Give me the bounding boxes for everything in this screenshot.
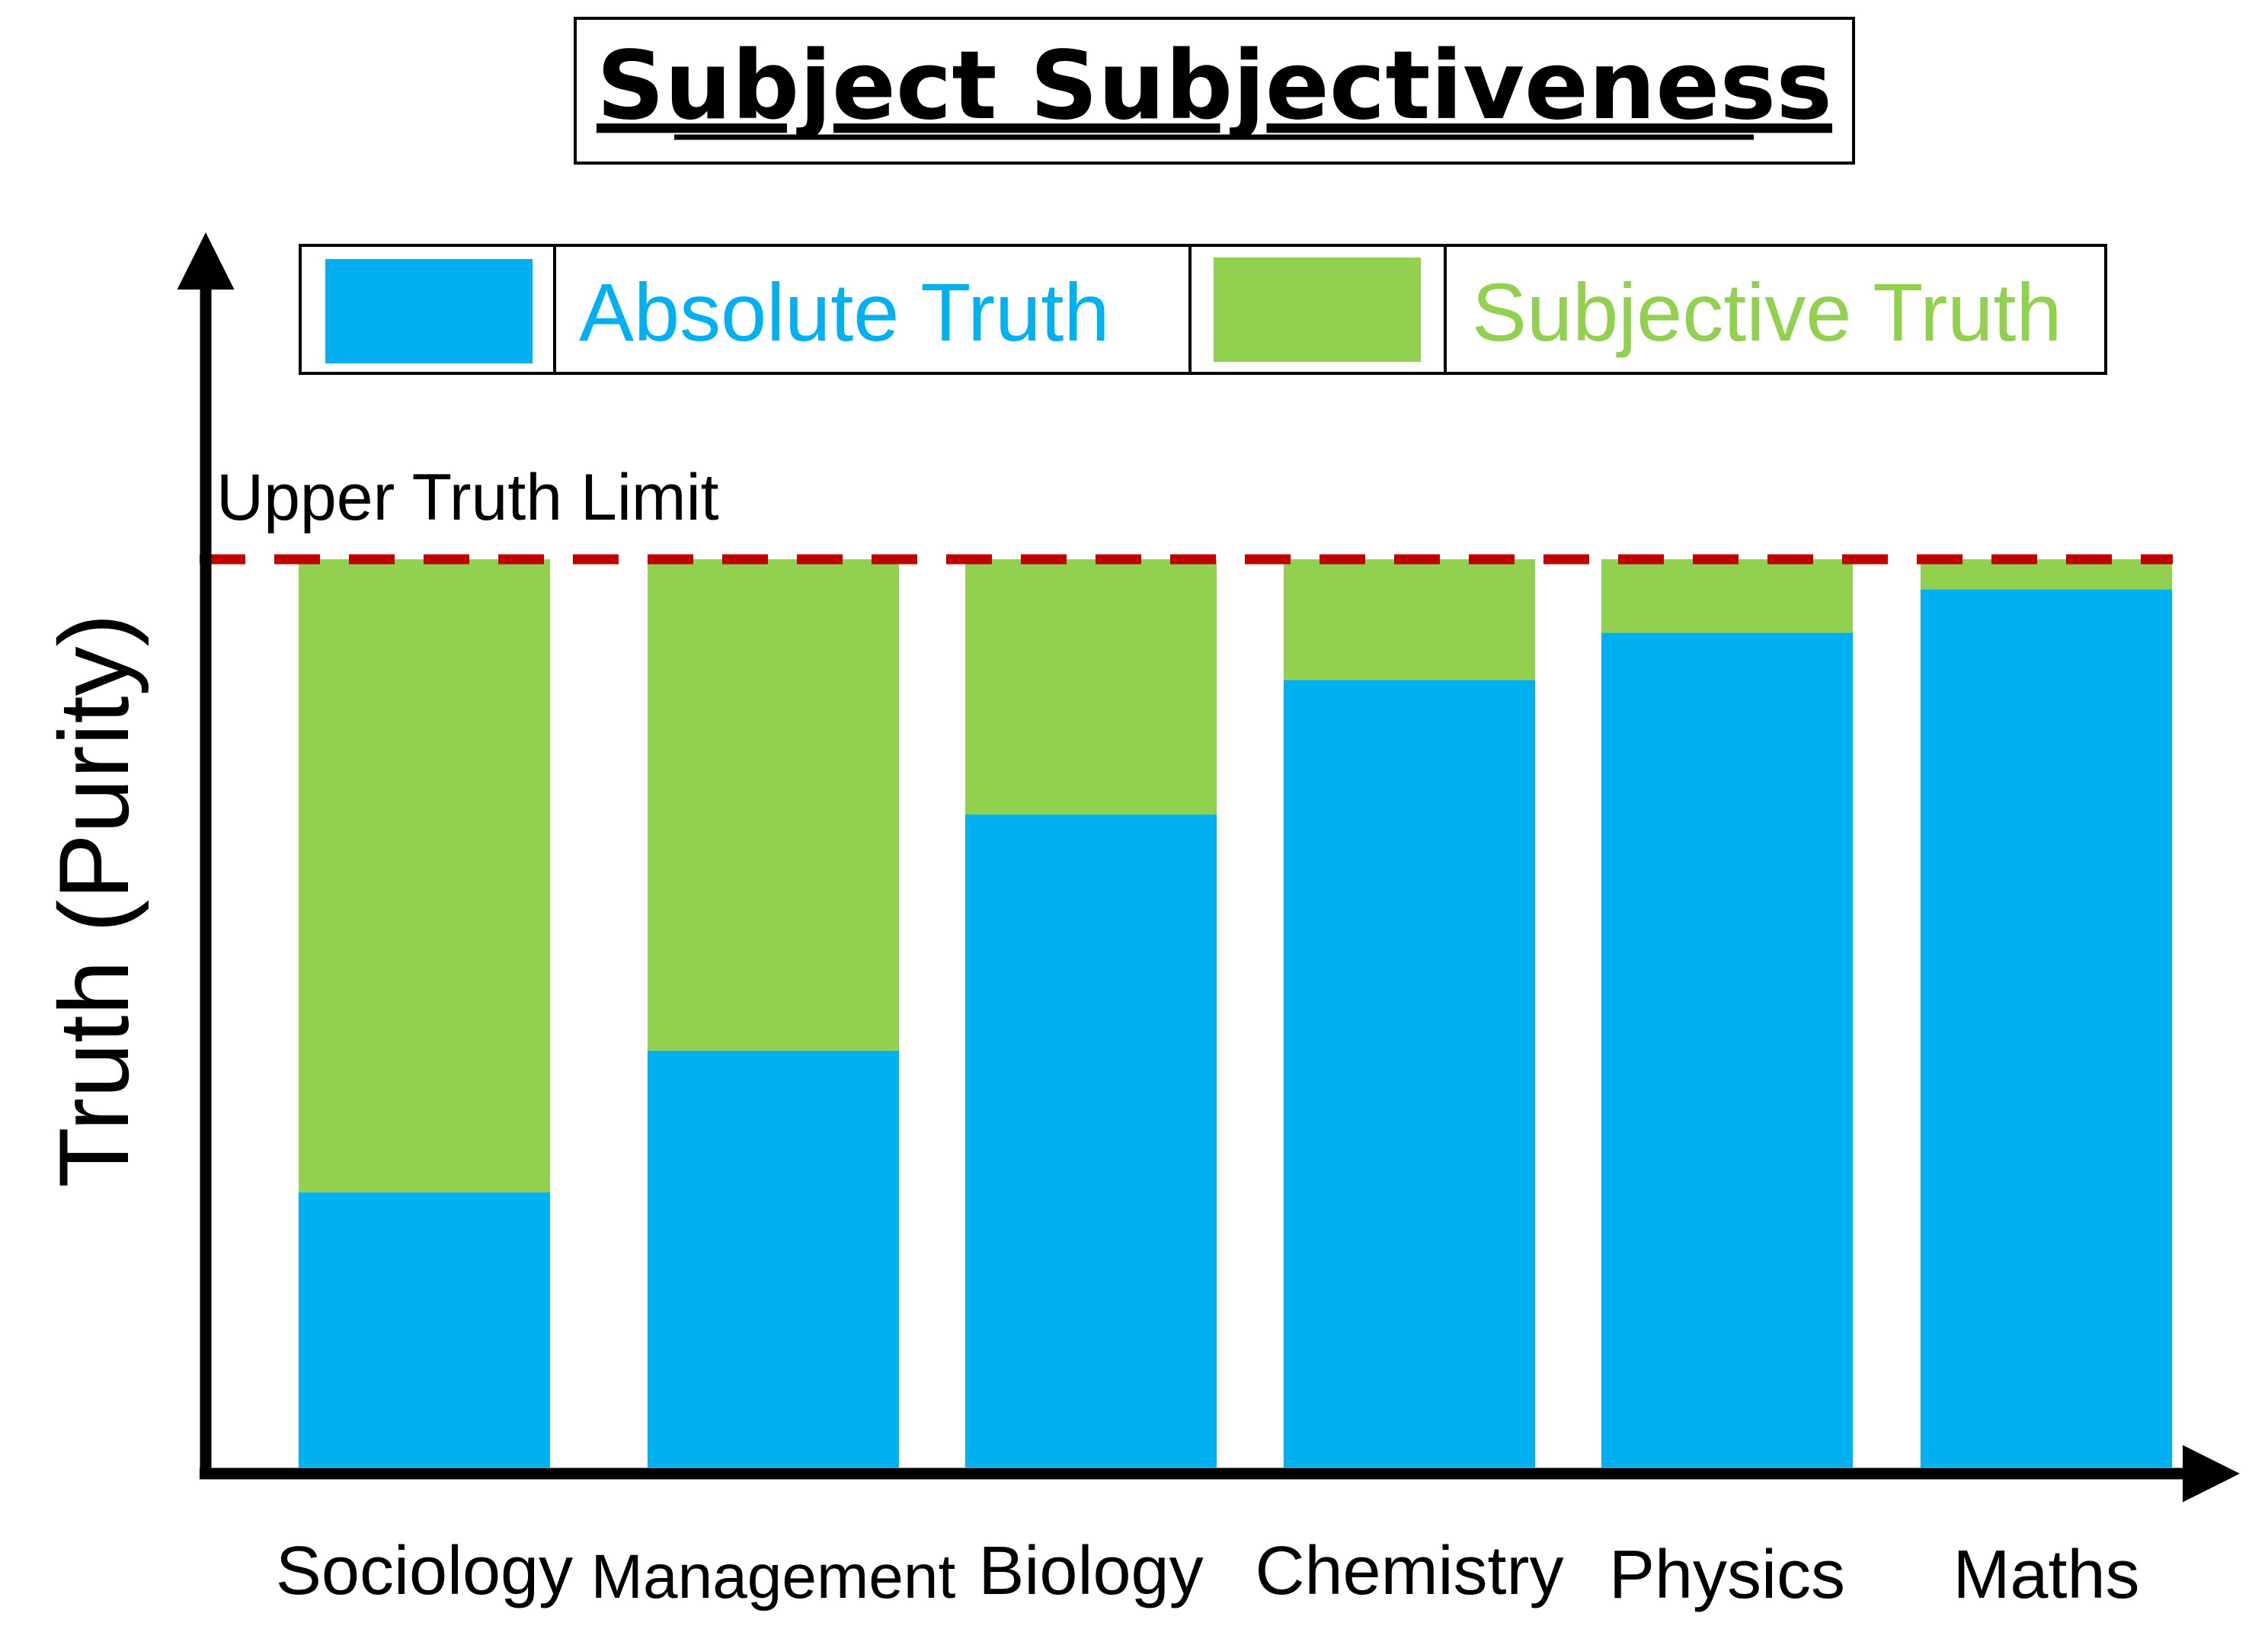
- bar-biology-subjective-truth: [965, 559, 1217, 815]
- bar-sociology-subjective-truth: [299, 559, 550, 1192]
- bar-chemistry-absolute-truth: [1284, 680, 1535, 1468]
- legend-label-subjective-truth: Subjective Truth: [1472, 266, 2062, 358]
- legend: Absolute Truth Subjective Truth: [299, 244, 2107, 375]
- bar-management-absolute-truth: [648, 1050, 899, 1468]
- x-tick-label-biology: Biology: [978, 1533, 1203, 1609]
- bar-physics-subjective-truth: [1601, 559, 1853, 633]
- x-tick-label-management: Management: [591, 1542, 956, 1612]
- legend-swatch-subjective-truth: [1214, 258, 1421, 362]
- chart-title: Subject Subjectiveness: [597, 31, 1832, 141]
- x-tick-label-sociology: Sociology: [276, 1533, 573, 1609]
- reference-line-label: Upper Truth Limit: [216, 461, 719, 534]
- bar-maths-absolute-truth: [1921, 589, 2172, 1468]
- bar-chemistry-subjective-truth: [1284, 559, 1535, 680]
- legend-label-absolute-truth: Absolute Truth: [579, 266, 1109, 358]
- y-axis-label: Truth (Purity): [38, 613, 149, 1188]
- x-tick-label-chemistry: Chemistry: [1255, 1533, 1563, 1609]
- legend-box: [299, 244, 2107, 375]
- bar-biology-absolute-truth: [965, 814, 1217, 1468]
- x-tick-label-maths: Maths: [1953, 1537, 2139, 1613]
- bar-physics-absolute-truth: [1601, 632, 1853, 1468]
- bar-maths-subjective-truth: [1921, 559, 2172, 590]
- bars: [299, 559, 2172, 1468]
- legend-swatch-absolute-truth: [325, 259, 533, 363]
- x-tick-label-physics: Physics: [1609, 1537, 1845, 1613]
- bar-management-subjective-truth: [648, 559, 899, 1051]
- bar-sociology-absolute-truth: [299, 1192, 550, 1468]
- x-tick-labels: Sociology Management Biology Chemistry Physi…: [276, 1533, 2140, 1613]
